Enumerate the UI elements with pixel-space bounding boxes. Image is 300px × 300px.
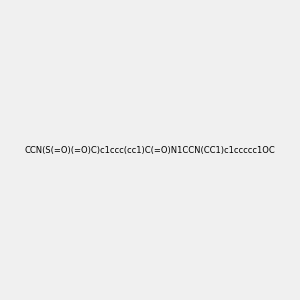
Text: CCN(S(=O)(=O)C)c1ccc(cc1)C(=O)N1CCN(CC1)c1ccccc1OC: CCN(S(=O)(=O)C)c1ccc(cc1)C(=O)N1CCN(CC1)… [25, 146, 275, 154]
